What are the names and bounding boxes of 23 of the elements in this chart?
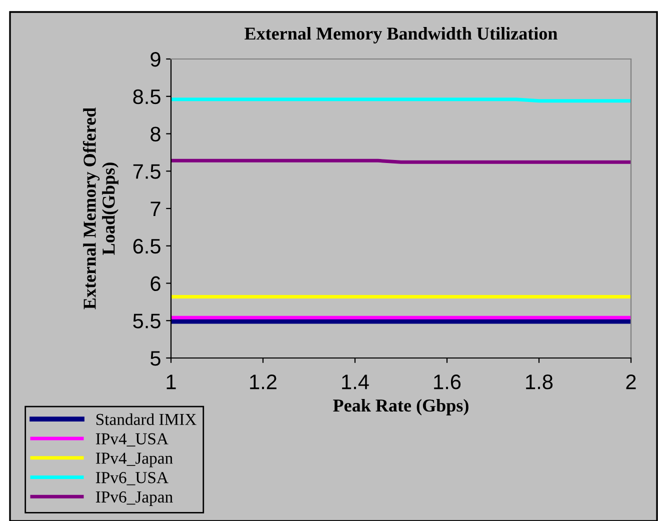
x-tick-label: 1.2 (250, 374, 276, 390)
y-tick-label: 8 (150, 126, 160, 142)
y-tick-label: 9 (150, 52, 160, 67)
x-axis-title: Peak Rate (Gbps) (333, 398, 468, 416)
y-tick-label: 7 (150, 202, 160, 216)
x-tick-label: 1 (166, 374, 176, 390)
y-tick-label: 6.5 (133, 238, 160, 254)
legend-label: IPv6_USA (96, 472, 168, 486)
y-tick-label: 7.5 (133, 164, 160, 179)
x-tick-label: 2 (626, 374, 636, 390)
y-tick-label: 5.5 (133, 314, 160, 328)
legend-label: IPv4_Japan (96, 452, 173, 468)
y-axis-title: External Memory Offered Load(Gbps) (82, 108, 118, 310)
x-tick-label: 1.4 (342, 374, 369, 390)
x-tick-label: 1.8 (526, 374, 553, 390)
y-tick-label: 6 (150, 276, 160, 292)
y-tick-label: 8.5 (133, 89, 160, 104)
legend-label: IPv4_USA (96, 433, 168, 446)
x-tick-label: 1.6 (434, 374, 461, 390)
y-tick-label: 5 (150, 351, 160, 366)
legend-label: IPv6_Japan (96, 491, 173, 506)
legend-label: Standard IMIX (96, 413, 196, 426)
chart-title: External Memory Bandwidth Utilization (244, 27, 558, 44)
